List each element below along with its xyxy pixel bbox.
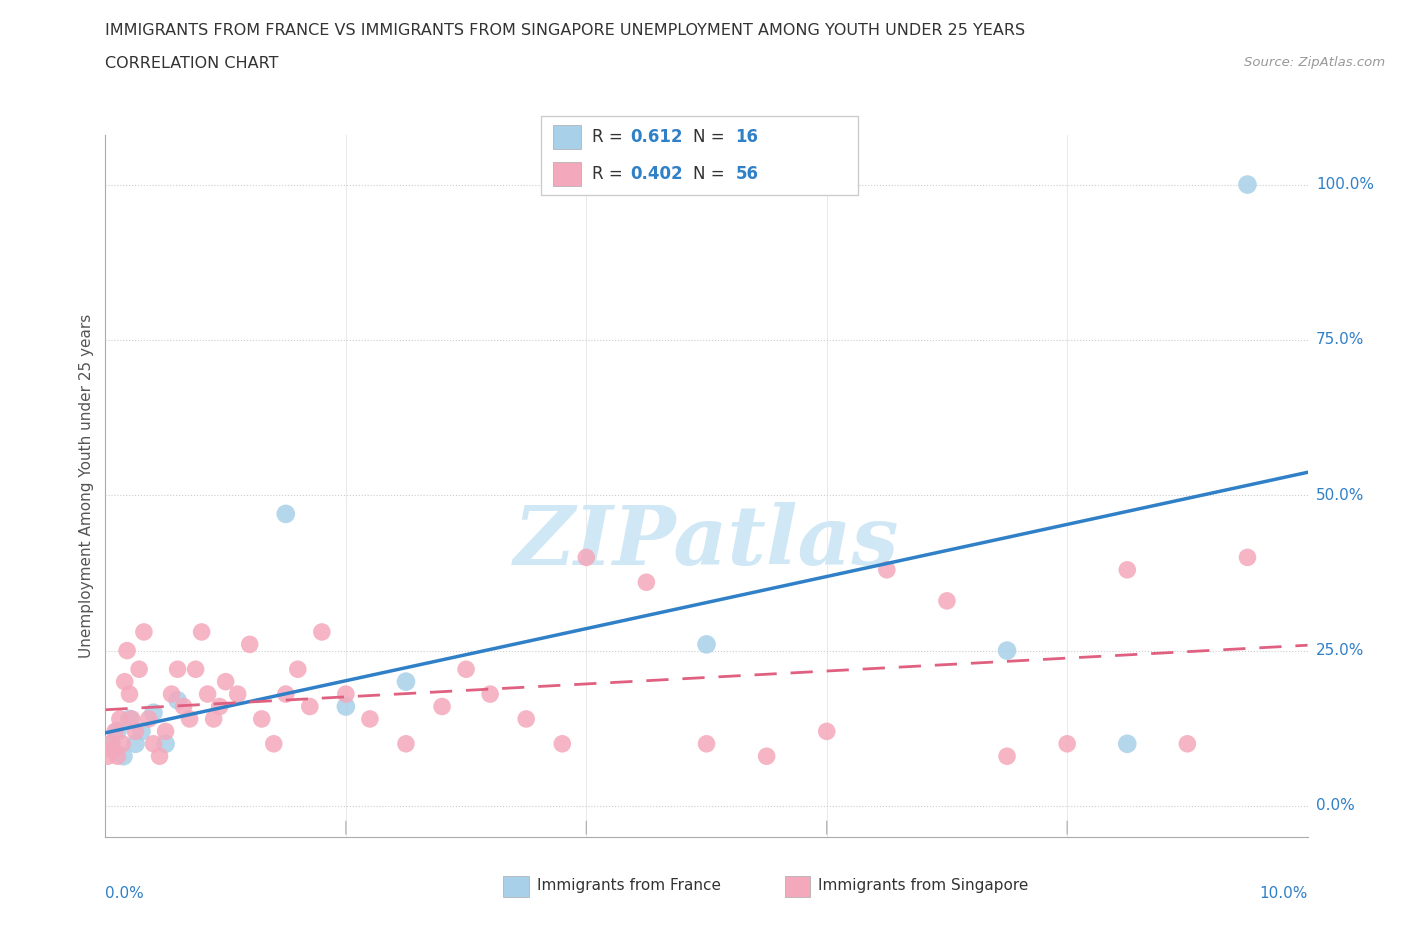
Point <box>155 737 177 751</box>
Point <box>298 699 321 714</box>
Text: ZIPatlas: ZIPatlas <box>513 502 900 582</box>
Point <box>335 686 357 701</box>
Point <box>124 737 146 751</box>
Text: 0.612: 0.612 <box>630 127 682 146</box>
Text: 10.0%: 10.0% <box>1260 886 1308 901</box>
Point <box>815 724 838 738</box>
Text: R =: R = <box>592 165 628 183</box>
Point <box>250 711 273 726</box>
Text: 56: 56 <box>735 165 758 183</box>
Point <box>479 686 502 701</box>
Point <box>128 662 150 677</box>
Text: Immigrants from Singapore: Immigrants from Singapore <box>818 878 1029 893</box>
Point <box>359 711 381 726</box>
Point <box>995 644 1018 658</box>
Point <box>936 593 959 608</box>
Point <box>166 662 188 677</box>
Point <box>696 637 718 652</box>
Text: 25.0%: 25.0% <box>1316 643 1364 658</box>
Point <box>311 625 333 640</box>
Text: 50.0%: 50.0% <box>1316 487 1364 503</box>
Text: 16: 16 <box>735 127 758 146</box>
Point <box>208 699 231 714</box>
Point <box>515 711 537 726</box>
Point <box>115 644 138 658</box>
Point <box>155 724 177 738</box>
Point <box>107 749 129 764</box>
Point <box>111 737 134 751</box>
Text: 75.0%: 75.0% <box>1316 332 1364 348</box>
Point <box>132 625 155 640</box>
Point <box>239 637 262 652</box>
Text: Immigrants from France: Immigrants from France <box>537 878 721 893</box>
Text: N =: N = <box>693 127 730 146</box>
Point <box>1056 737 1078 751</box>
Point <box>226 686 249 701</box>
Point <box>131 724 153 738</box>
Point <box>118 686 141 701</box>
Point <box>142 737 165 751</box>
Y-axis label: Unemployment Among Youth under 25 years: Unemployment Among Youth under 25 years <box>79 313 94 658</box>
Text: Source: ZipAtlas.com: Source: ZipAtlas.com <box>1244 56 1385 69</box>
Point <box>108 711 131 726</box>
Point <box>173 699 195 714</box>
Point <box>114 674 136 689</box>
Text: N =: N = <box>693 165 730 183</box>
Point <box>197 686 219 701</box>
Point <box>1236 550 1258 565</box>
Point <box>101 742 124 757</box>
Text: CORRELATION CHART: CORRELATION CHART <box>105 56 278 71</box>
Text: R =: R = <box>592 127 628 146</box>
Point <box>395 674 418 689</box>
Point <box>274 507 297 522</box>
Point <box>575 550 598 565</box>
Point <box>1175 737 1198 751</box>
Point <box>121 711 143 726</box>
Text: 100.0%: 100.0% <box>1316 177 1374 193</box>
Point <box>551 737 574 751</box>
Text: 0.0%: 0.0% <box>105 886 145 901</box>
Point <box>107 724 129 738</box>
Point <box>160 686 183 701</box>
Text: 0.402: 0.402 <box>630 165 682 183</box>
Point <box>636 575 658 590</box>
Point <box>112 749 135 764</box>
Point <box>124 724 146 738</box>
Point <box>995 749 1018 764</box>
Point <box>755 749 778 764</box>
Point <box>138 711 160 726</box>
Point <box>148 749 170 764</box>
Point <box>395 737 418 751</box>
Point <box>202 711 225 726</box>
Point <box>104 724 127 738</box>
Point <box>1116 737 1139 751</box>
Text: 0.0%: 0.0% <box>1316 799 1354 814</box>
Point <box>274 686 297 701</box>
Point <box>430 699 453 714</box>
Point <box>287 662 309 677</box>
Point <box>184 662 207 677</box>
Point <box>179 711 201 726</box>
Point <box>1116 563 1139 578</box>
Text: IMMIGRANTS FROM FRANCE VS IMMIGRANTS FROM SINGAPORE UNEMPLOYMENT AMONG YOUTH UND: IMMIGRANTS FROM FRANCE VS IMMIGRANTS FRO… <box>105 23 1025 38</box>
Point <box>876 563 898 578</box>
Point <box>190 625 212 640</box>
Point <box>263 737 285 751</box>
Point <box>98 737 121 751</box>
Point <box>456 662 478 677</box>
Point <box>100 737 122 751</box>
Point <box>214 674 236 689</box>
Point <box>118 711 141 726</box>
Point <box>97 749 120 764</box>
Point <box>1236 177 1258 192</box>
Point <box>335 699 357 714</box>
Point <box>696 737 718 751</box>
Point <box>142 705 165 720</box>
Point <box>166 693 188 708</box>
